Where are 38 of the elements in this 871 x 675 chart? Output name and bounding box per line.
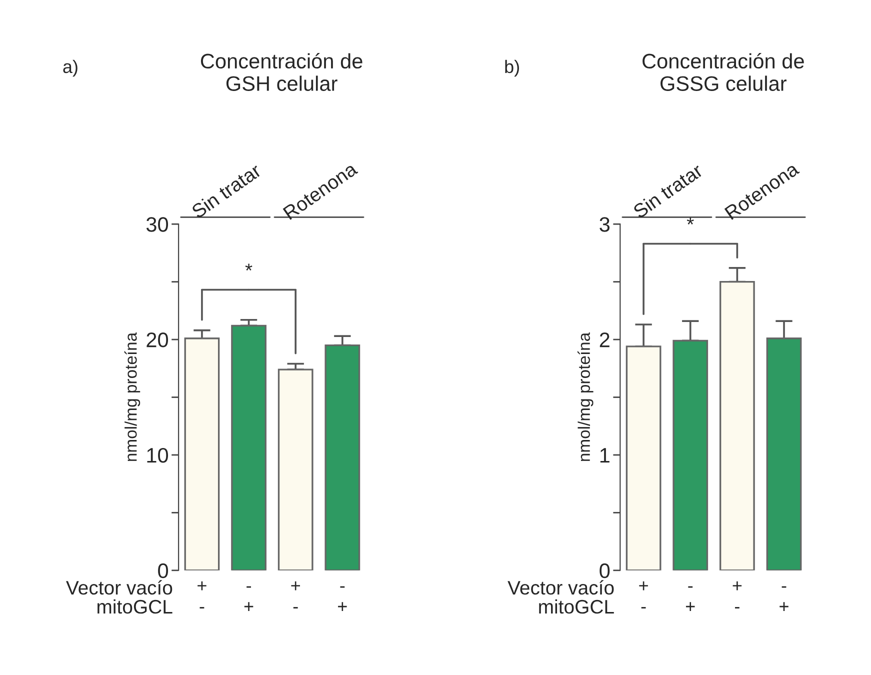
chart-title: Concentración de GSSG celular <box>642 52 804 91</box>
bar <box>766 338 802 570</box>
text: Vector vacío <box>66 580 172 595</box>
annotation: * <box>245 264 252 271</box>
text: a) <box>63 60 78 77</box>
text: mitoGCL <box>98 599 172 614</box>
x-tick-label: - + <box>338 586 347 611</box>
bar <box>626 346 662 570</box>
x-tick-label: - + <box>686 586 695 611</box>
y-tick-label: 0 <box>158 563 168 578</box>
y-tick-label: 10 <box>147 448 168 463</box>
bar <box>672 340 708 570</box>
y-tick-label: 0 <box>600 563 610 578</box>
y-tick-label: 1 <box>600 448 610 462</box>
chart-title: Concentración de GSH celular <box>200 52 362 91</box>
bar <box>324 344 360 570</box>
text: mitoGCL <box>539 599 614 614</box>
y-tick-label: 3 <box>600 217 610 232</box>
y-tick-label: 2 <box>600 332 610 348</box>
y-axis-title: nmol/mg proteína <box>124 332 140 461</box>
x-tick-label: + - <box>198 581 206 608</box>
x-tick-label: - + <box>244 586 254 611</box>
bar <box>184 338 220 570</box>
bar <box>720 280 755 570</box>
text: Sin tratar <box>632 162 704 219</box>
text: b) <box>505 60 519 77</box>
x-tick-label: + - <box>639 581 648 608</box>
y-axis-title: nmol/mg proteína <box>578 332 594 461</box>
text: Vector vacío <box>508 580 614 595</box>
y-tick-label: 20 <box>146 332 168 348</box>
bar <box>278 368 314 570</box>
x-tick-label: - + <box>780 586 788 611</box>
y-tick-label: 30 <box>146 217 168 232</box>
annotation: * <box>686 218 694 224</box>
bar <box>231 324 266 570</box>
text: Sin tratar <box>190 162 262 219</box>
x-tick-label: + - <box>732 581 742 608</box>
x-tick-label: + - <box>291 581 300 608</box>
